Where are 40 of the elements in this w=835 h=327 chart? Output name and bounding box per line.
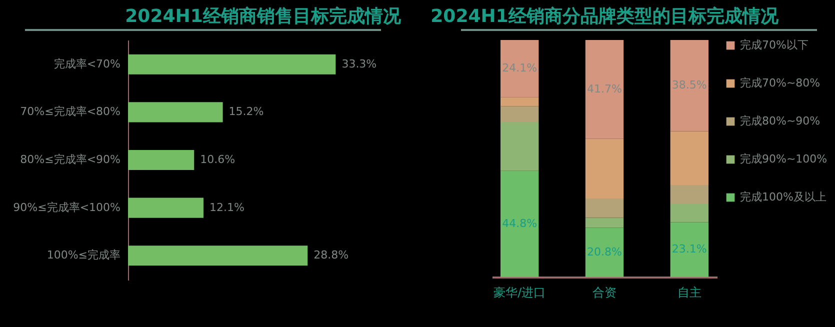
- y-tick-label: 70%≤完成率<80%: [20, 105, 120, 118]
- y-tick-label: 80%≤完成率<90%: [20, 153, 120, 166]
- bar: [128, 246, 308, 266]
- y-tick-label: 完成率<70%: [54, 57, 120, 70]
- bar: [500, 170, 539, 277]
- x-tick-label: 合资: [592, 286, 616, 300]
- data-label: 38.5%: [672, 78, 707, 92]
- bar: [500, 122, 539, 171]
- bar: [128, 54, 336, 74]
- legend-label: 完成90%~100%: [740, 152, 828, 166]
- y-tick-label: 100%≤完成率: [46, 248, 120, 262]
- legend-label: 完成70%以下: [740, 38, 808, 52]
- legend-label: 完成80%~90%: [740, 114, 820, 128]
- bar: [585, 218, 624, 228]
- legend-label: 完成100%及以上: [740, 190, 826, 204]
- bar: [585, 198, 624, 218]
- data-label: 23.1%: [672, 242, 707, 256]
- data-label: 12.1%: [209, 200, 244, 214]
- data-label: 33.3%: [342, 57, 377, 70]
- x-tick-label: 自主: [677, 286, 702, 300]
- bar: [670, 204, 709, 222]
- bar: [670, 185, 709, 204]
- bar: [128, 198, 204, 218]
- bar: [128, 150, 194, 170]
- data-label: 28.8%: [314, 248, 349, 262]
- x-tick-label: 豪华/进口: [494, 286, 546, 300]
- y-tick-label: 90%≤完成率<100%: [13, 200, 120, 214]
- bar: [500, 106, 539, 122]
- chart-title: 2024H1经销商销售目标完成情况: [125, 6, 402, 27]
- data-label: 10.6%: [200, 153, 236, 166]
- data-label: 24.1%: [502, 62, 538, 75]
- data-label: 15.2%: [228, 105, 264, 118]
- data-label: 20.8%: [587, 245, 622, 258]
- bar: [128, 102, 223, 122]
- data-label: 41.7%: [587, 82, 622, 96]
- bar: [670, 222, 709, 277]
- bar: [585, 228, 624, 277]
- legend-label: 完成70%~80%: [740, 76, 820, 90]
- chart-title: 2024H1经销商分品牌类型的目标完成情况: [430, 6, 780, 27]
- data-label: 44.8%: [502, 216, 538, 230]
